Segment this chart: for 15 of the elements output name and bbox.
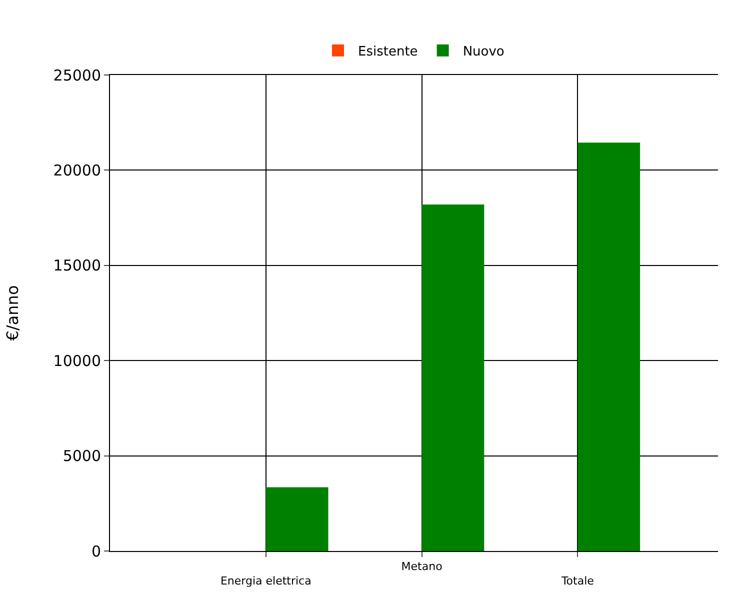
legend-label: Esistente <box>358 44 418 60</box>
bar <box>266 487 328 551</box>
bar <box>422 204 484 551</box>
x-tick-label: Totale <box>560 574 594 588</box>
y-tick-label: 25000 <box>53 66 101 84</box>
y-tick-label: 10000 <box>53 352 101 370</box>
y-tick-label: 20000 <box>53 161 101 180</box>
x-tick-label: Energia elettrica <box>220 574 312 588</box>
x-tick-label: Metano <box>401 560 443 574</box>
y-axis-title: €/anno <box>3 285 22 341</box>
y-tick-label: 0 <box>91 542 101 560</box>
y-tick-label: 15000 <box>53 256 101 275</box>
bar <box>578 142 640 551</box>
legend-label: Nuovo <box>462 44 504 60</box>
y-tick-label: 5000 <box>62 447 101 466</box>
